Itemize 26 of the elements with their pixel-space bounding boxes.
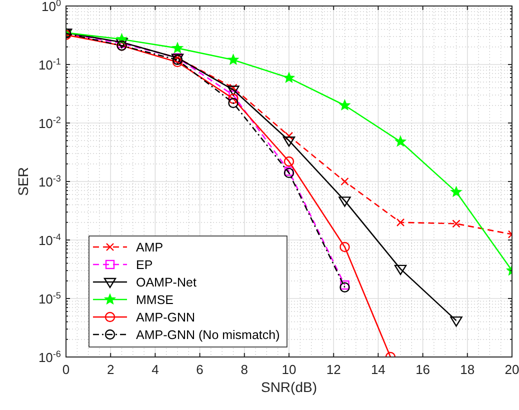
x-tick-label: 2 (106, 362, 114, 377)
x-tick-label: 10 (282, 362, 296, 377)
legend-label: AMP (136, 240, 164, 254)
x-tick-label: 18 (460, 362, 475, 377)
y-tick-label: 10$^{-4}$ (38, 232, 61, 248)
legend-label: MMSE (136, 293, 174, 307)
legend-label: EP (136, 258, 153, 272)
y-tick-label: 10$^{-1}$ (38, 56, 61, 72)
x-tick-label: 0 (62, 362, 70, 377)
x-tick-label: 20 (504, 362, 519, 377)
y-tick-label: 10$^{-5}$ (38, 290, 61, 306)
x-tick-label: 6 (196, 362, 204, 377)
x-tick-label: 8 (240, 362, 248, 377)
x-axis-title: SNR(dB) (260, 379, 318, 395)
x-tick-label: 12 (326, 362, 341, 377)
y-tick-label: 10$^{-6}$ (38, 349, 61, 365)
y-tick-label: 10$^{0}$ (41, 0, 61, 14)
y-tick-label: 10$^{-3}$ (38, 174, 61, 190)
legend-label: AMP-GNN (No mismatch) (136, 328, 280, 342)
legend-label: OAMP-Net (136, 276, 197, 290)
y-axis-title: SER (15, 167, 31, 196)
legend-label: AMP-GNN (136, 310, 196, 324)
y-tick-label: 10$^{-2}$ (38, 115, 61, 131)
x-tick-label: 4 (152, 362, 159, 377)
x-tick-label: 16 (416, 362, 430, 377)
x-tick-label: 14 (370, 362, 386, 377)
